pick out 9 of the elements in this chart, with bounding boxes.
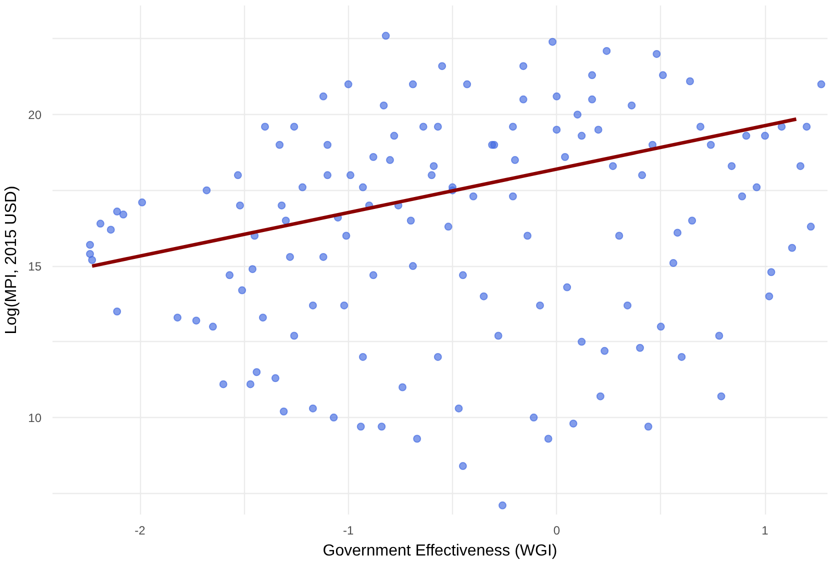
x-tick-label: 0 (553, 524, 560, 538)
y-tick-label: 10 (28, 411, 42, 426)
y-axis-title: Log(MPI, 2015 USD) (3, 186, 20, 334)
x-tick-label: -1 (343, 524, 354, 538)
y-tick-label: 15 (28, 260, 42, 274)
x-tick-label: -2 (134, 524, 146, 538)
y-tick-label: 20 (28, 108, 42, 122)
x-tick-label: 1 (762, 524, 769, 538)
x-axis-title: Government Effectiveness (WGI) (322, 542, 558, 560)
